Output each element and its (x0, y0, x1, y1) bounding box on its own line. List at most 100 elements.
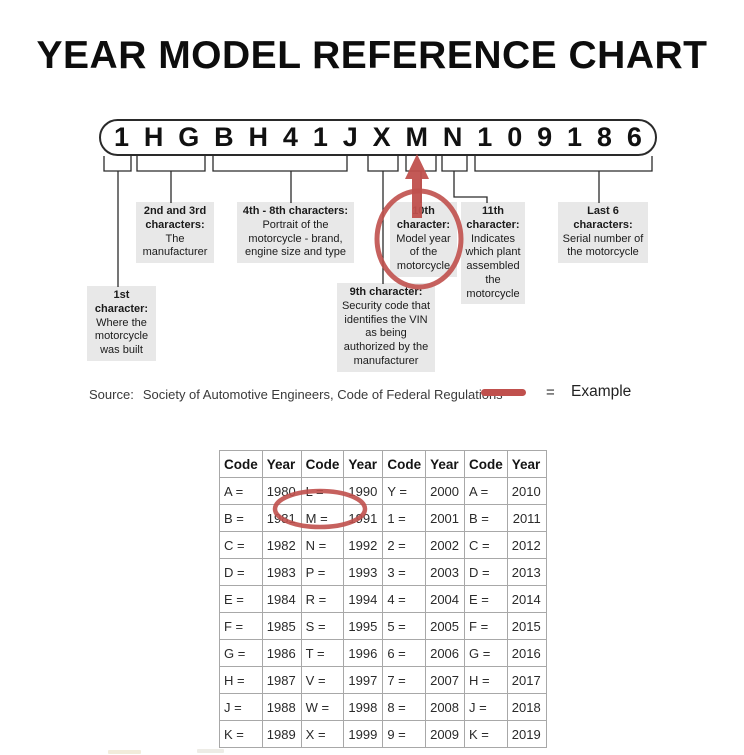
table-cell: 1992 (343, 531, 384, 559)
callout-title: 1st character: (94, 289, 149, 315)
vin-character: N (442, 122, 463, 152)
cutoff-mark (108, 750, 141, 754)
table-cell: 1996 (343, 639, 384, 667)
table-cell: A = (464, 477, 508, 505)
table-row: K = 1989 X = 1999 9 = 2009 K = 2019 (219, 720, 547, 748)
source-text: Society of Automotive Engineers, Code of… (142, 387, 503, 402)
table-cell: C = (464, 531, 508, 559)
source-label: Source: (89, 387, 134, 402)
table-cell: 2000 (425, 477, 466, 505)
table-header-row: Code Year Code Year Code Year Code Year (219, 450, 547, 478)
table-cell: 6 = (382, 639, 427, 667)
vin-character: 1 (477, 122, 493, 152)
callout-title: 4th - 8th characters: (242, 205, 349, 217)
table-cell: C = (219, 531, 263, 559)
table-row: B = 1981 M = 1991 1 = 2001 B = 2011 (219, 504, 547, 532)
table-cell: J = (464, 693, 508, 721)
table-row: D = 1983 P = 1993 3 = 2003 D = 2013 (219, 558, 547, 586)
vin-character: J (342, 122, 358, 152)
table-cell: F = (219, 612, 263, 640)
callout-body: The manufacturer (142, 232, 208, 259)
table-cell: 1985 (261, 612, 302, 640)
table-cell: 1982 (261, 531, 302, 559)
table-cell: X = (300, 720, 345, 748)
table-header-cell: Code (219, 450, 263, 478)
table-cell: K = (219, 720, 263, 748)
year-table-body: A = 1980 L = 1990 Y = 2000 A = 2010 B = 1981 M = 19… (219, 477, 547, 748)
callout-1st-character: 1st character: Where the motorcycle was … (87, 286, 156, 361)
table-cell: 2018 (506, 693, 547, 721)
table-cell: T = (300, 639, 345, 667)
table-header-cell: Year (261, 450, 302, 478)
callout-body: Serial number of the motorcycle (562, 232, 644, 259)
table-cell: 2002 (425, 531, 466, 559)
page-title: YEAR MODEL REFERENCE CHART (36, 34, 708, 77)
year-code-table: Code Year Code Year Code Year Code Year A = 1980… (219, 450, 547, 748)
vin-character: 1 (114, 122, 130, 152)
year-table-head: Code Year Code Year Code Year Code Year (219, 450, 547, 478)
table-cell: 2006 (425, 639, 466, 667)
table-cell: 2005 (425, 612, 466, 640)
table-header-cell: Code (464, 450, 508, 478)
vin-character: 8 (596, 122, 612, 152)
callout-4th-8th-characters: 4th - 8th characters: Portrait of the mo… (237, 202, 354, 263)
table-cell: J = (219, 693, 263, 721)
table-cell: 2008 (425, 693, 466, 721)
table-row: A = 1980 L = 1990 Y = 2000 A = 2010 (219, 477, 547, 505)
callout-title: 11th character: (466, 205, 520, 231)
table-cell: 1 = (382, 504, 427, 532)
callout-body: Indicates which plant assembled the moto… (465, 232, 521, 300)
table-header-cell: Year (506, 450, 547, 478)
table-cell: G = (219, 639, 263, 667)
table-cell: 2003 (425, 558, 466, 586)
table-cell: 2014 (506, 585, 547, 613)
table-cell: M = (300, 504, 345, 532)
table-cell: 1986 (261, 639, 302, 667)
table-cell: B = (464, 504, 508, 532)
vin-character: 4 (282, 122, 298, 152)
table-cell: 1997 (343, 666, 384, 694)
table-cell: 2013 (506, 558, 547, 586)
table-cell: V = (300, 666, 345, 694)
table-row: E = 1984 R = 1994 4 = 2004 E = 2014 (219, 585, 547, 613)
table-cell: 3 = (382, 558, 427, 586)
vin-character: 1 (312, 122, 328, 152)
table-cell: 2 = (382, 531, 427, 559)
table-row: J = 1988 W = 1998 8 = 2008 J = 2018 (219, 693, 547, 721)
table-cell: H = (219, 666, 263, 694)
table-row: C = 1982 N = 1992 2 = 2002 C = 2012 (219, 531, 547, 559)
callout-body: Portrait of the motorcycle - brand, engi… (245, 218, 346, 259)
callout-body: Where the motorcycle was built (94, 316, 149, 357)
vin-character: 1 (567, 122, 583, 152)
table-cell: 2019 (506, 720, 547, 748)
table-cell: 1984 (261, 585, 302, 613)
legend-equals-sign: = (546, 384, 555, 401)
table-cell: K = (464, 720, 508, 748)
table-cell: S = (300, 612, 345, 640)
callout-title: 10th character: (396, 205, 451, 231)
table-cell: 9 = (382, 720, 427, 748)
table-cell: 5 = (382, 612, 427, 640)
table-cell: E = (464, 585, 508, 613)
vin-character: H (143, 122, 164, 152)
table-cell: 4 = (382, 585, 427, 613)
table-cell: 1990 (343, 477, 384, 505)
callout-last-6-characters: Last 6 characters: Serial number of the … (558, 202, 648, 263)
table-cell: 1995 (343, 612, 384, 640)
table-header-cell: Code (300, 450, 345, 478)
table-row: H = 1987 V = 1997 7 = 2007 H = 2017 (219, 666, 547, 694)
callout-body: Security code that identifies the VIN as… (341, 299, 431, 367)
callout-11th-character: 11th character: Indicates which plant as… (461, 202, 525, 305)
table-cell: F = (464, 612, 508, 640)
vin-character: X (372, 122, 391, 152)
callout-title: 9th character: (349, 286, 423, 298)
table-cell: 2001 (425, 504, 466, 532)
table-cell: 2007 (425, 666, 466, 694)
vin-character: 9 (537, 122, 553, 152)
table-header-cell: Year (343, 450, 384, 478)
table-cell: 2010 (506, 477, 547, 505)
table-cell: 2004 (425, 585, 466, 613)
table-cell: 1999 (343, 720, 384, 748)
callout-title: 2nd and 3rd characters: (143, 205, 207, 231)
table-cell: B = (219, 504, 263, 532)
